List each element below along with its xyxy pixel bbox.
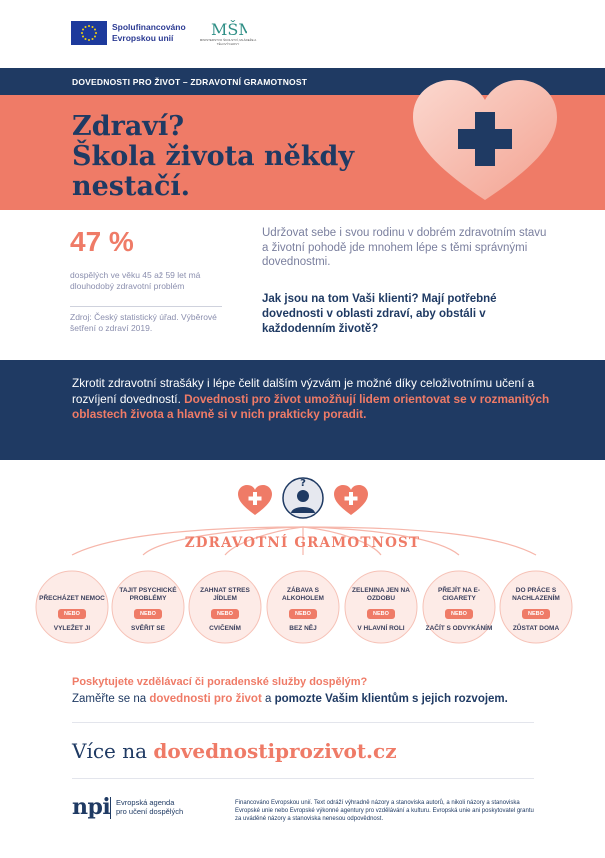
or-badge: NEBO <box>134 609 162 619</box>
habit-item: TAJIT PSYCHICKÉ PROBLÉMY NEBO SVĚŘIT SE <box>113 578 183 633</box>
habit-good: ZŮSTAT DOMA <box>512 625 560 632</box>
cta-line: Zaměřte se na dovednosti pro život a pom… <box>72 693 508 705</box>
npi-tagline: Evropská agenda pro učení dospělých <box>116 798 216 816</box>
band-title: DOVEDNOSTI PRO ŽIVOT – ZDRAVOTNÍ GRAMOTN… <box>72 77 308 87</box>
or-badge: NEBO <box>445 609 473 619</box>
navy-text-highlight: Dovednosti pro život umožňují lidem orie… <box>72 391 550 422</box>
eu-line-1: Spolufinancováno <box>112 22 186 32</box>
cta-question: Poskytujete vzdělávací či poradenské slu… <box>72 676 368 688</box>
npi-logo: npi <box>72 794 111 820</box>
habit-good: SVĚŘIT SE <box>131 625 165 632</box>
habit-item: ZAHNAT STRES JÍDLEM NEBO CVIČENÍM <box>190 578 260 633</box>
more-info: Více na dovednostiprozivot.cz <box>72 739 397 763</box>
divider <box>72 778 534 779</box>
cta-highlight: dovednosti pro život <box>149 693 262 705</box>
cta-part-2: a <box>261 693 275 705</box>
logo-separator <box>110 797 111 819</box>
habit-item: DO PRÁCE S NACHLAZENÍM NEBO ZŮSTAT DOMA <box>501 578 571 633</box>
habit-bad: ZÁBAVA S ALKOHOLEM <box>282 587 324 602</box>
hero-title-line-2: Škola života někdy <box>72 141 355 172</box>
stat-value: 47 % <box>70 226 134 257</box>
person-icon: ? <box>282 477 324 519</box>
hero-title-line-1: Zdraví? <box>72 111 185 142</box>
habit-bad: ZELENINA JEN NA OZDOBU <box>352 587 410 602</box>
habit-bad: PŘEJÍT NA E-CIGARETY <box>437 587 480 602</box>
habit-item: ZÁBAVA S ALKOHOLEM NEBO BEZ NĚJ <box>268 578 338 633</box>
or-badge: NEBO <box>289 609 317 619</box>
funding-disclaimer: Financováno Evropskou unií. Text odráží … <box>235 800 534 822</box>
hero-title: Zdraví? Škola života někdy nestačí. <box>72 112 402 202</box>
cta-bold: pomozte Vašim klientům s jejich rozvojem… <box>274 693 508 705</box>
habit-good: VYLEŽET JI <box>53 625 91 632</box>
website-link[interactable]: dovednostiprozivot.cz <box>153 739 397 763</box>
habit-item: ZELENINA JEN NA OZDOBU NEBO V HLAVNÍ ROL… <box>346 578 416 633</box>
literacy-diagram: ? <box>35 477 573 644</box>
cta-part-1: Zaměřte se na <box>72 693 150 705</box>
navy-band <box>0 360 605 460</box>
or-badge: NEBO <box>367 609 395 619</box>
more-label: Více na <box>72 739 154 763</box>
hero-title-line-3: nestačí. <box>72 171 191 202</box>
svg-text:?: ? <box>300 478 306 489</box>
intro-text: Udržovat sebe i svou rodinu v dobrém zdr… <box>262 227 547 268</box>
navy-text-plain: Zkrotit zdravotní strašáky i lépe čelit … <box>72 376 535 406</box>
eu-cofinanced-label: Spolufinancováno Evropskou unií <box>112 22 186 44</box>
habit-bad: ZAHNAT STRES JÍDLEM <box>200 587 250 602</box>
habit-bad: PŘECHÁZET NEMOC <box>39 594 105 602</box>
habit-good: ZAČÍT S ODVYKÁNÍM <box>425 625 493 632</box>
question-text: Jak jsou na tom Vaši klienti? Mají potře… <box>262 293 497 335</box>
diagram-title: ZDRAVOTNÍ GRAMOTNOST <box>184 535 421 551</box>
heart-cross-icon <box>413 80 557 200</box>
or-badge: NEBO <box>211 609 239 619</box>
divider <box>72 722 534 723</box>
habit-good: CVIČENÍM <box>209 625 241 632</box>
navy-band-text: Zkrotit zdravotní strašáky i lépe čelit … <box>72 376 552 423</box>
npi-line-2: pro učení dospělých <box>116 807 184 816</box>
left-heart-icon <box>238 485 272 515</box>
habit-good: BEZ NĚJ <box>289 625 317 632</box>
stat-description: dospělých ve věku 45 až 59 let má dlouho… <box>70 270 201 291</box>
msmt-logo-text: MŠMT <box>211 19 247 39</box>
npi-line-1: Evropská agenda <box>116 798 175 807</box>
habit-item: PŘECHÁZET NEMOC NEBO VYLEŽET JI <box>37 578 107 633</box>
right-heart-icon <box>334 485 368 515</box>
or-badge: NEBO <box>58 609 86 619</box>
eu-flag-icon <box>71 21 107 45</box>
or-badge: NEBO <box>522 609 550 619</box>
divider <box>70 306 222 307</box>
stat-source: Zdroj: Český statistický úřad. Výběrové … <box>70 312 217 333</box>
habit-good: V HLAVNÍ ROLI <box>357 625 405 632</box>
eu-line-2: Evropskou unií <box>112 33 174 43</box>
habit-bad: TAJIT PSYCHICKÉ PROBLÉMY <box>119 587 177 602</box>
habit-bad: DO PRÁCE S NACHLAZENÍM <box>512 587 560 602</box>
msmt-subtitle: MINISTERSTVO ŠKOLSTVÍ, MLÁDEŽE A TĚLOVÝC… <box>199 38 257 46</box>
habit-item: PŘEJÍT NA E-CIGARETY NEBO ZAČÍT S ODVYKÁ… <box>424 578 494 633</box>
